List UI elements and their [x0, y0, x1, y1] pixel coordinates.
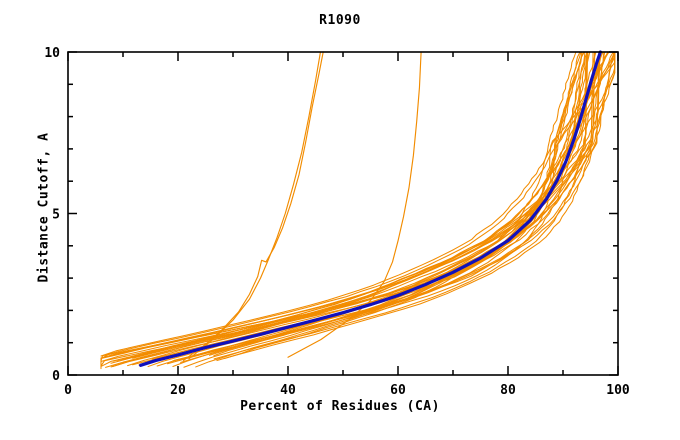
reference-curve: [139, 50, 602, 367]
prediction-curve: [216, 51, 596, 362]
x-tick-label: 20: [170, 383, 186, 398]
prediction-outlier-c: [287, 51, 422, 358]
prediction-curve: [100, 51, 616, 367]
x-tick-label: 40: [280, 383, 296, 398]
prediction-curve: [223, 51, 581, 360]
y-tick-label: 5: [52, 208, 60, 223]
prediction-outlier-b: [188, 51, 322, 360]
y-tick-label: 0: [52, 369, 60, 384]
x-tick-label: 80: [500, 383, 516, 398]
prediction-curve: [100, 51, 577, 367]
page-title: R1090: [319, 13, 361, 28]
y-axis-label: Distance Cutoff, A: [36, 132, 52, 283]
x-axis-label: Percent of Residues (CA): [240, 399, 440, 414]
prediction-curve: [213, 51, 600, 357]
prediction-curve: [110, 51, 597, 368]
x-tick-label: 60: [390, 383, 406, 398]
x-tick-label: 0: [64, 383, 72, 398]
y-tick-label: 10: [44, 46, 60, 61]
x-tick-label: 100: [606, 383, 630, 398]
